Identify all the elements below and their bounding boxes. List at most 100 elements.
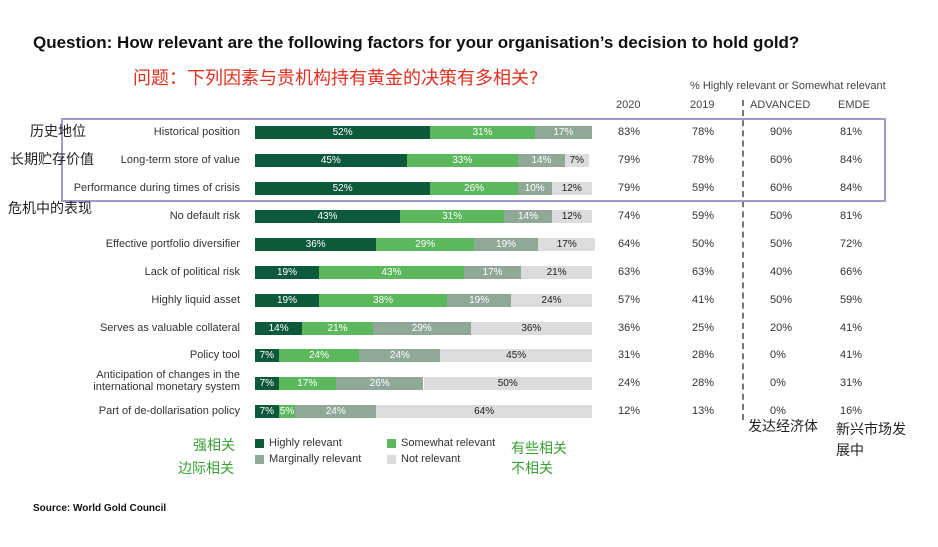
value-advanced: 20% bbox=[770, 322, 793, 334]
value-2020: 83% bbox=[618, 126, 641, 138]
legend-swatch-somewhat bbox=[387, 439, 396, 448]
value-emde: 59% bbox=[840, 294, 863, 306]
column-header-2020: 2020 bbox=[616, 99, 641, 111]
bar-segment: 29% bbox=[372, 322, 471, 335]
chart-title: Question: How relevant are the following… bbox=[33, 33, 800, 52]
stacked-bar: 43% 31% 14% 12% bbox=[255, 210, 592, 223]
bar-segment: 19% bbox=[447, 294, 512, 307]
row-label: Historical position bbox=[153, 126, 240, 138]
row-label: Lack of political risk bbox=[144, 266, 240, 278]
legend-label-highly: Highly relevant bbox=[269, 437, 342, 449]
cn-legend-somewhat: 有些相关 bbox=[511, 441, 567, 457]
legend-label-somewhat: Somewhat relevant bbox=[401, 437, 496, 449]
value-2019: 13% bbox=[692, 405, 715, 417]
stacked-bar: 52% 26% 10% 12% bbox=[255, 182, 592, 195]
cn-note-advanced: 发达经济体 bbox=[748, 419, 818, 435]
value-advanced: 0% bbox=[770, 349, 786, 361]
stacked-bar: 7% 24% 24% 45% bbox=[255, 349, 592, 362]
value-2020: 79% bbox=[618, 182, 641, 194]
bar-segment: 43% bbox=[255, 210, 400, 223]
value-advanced: 60% bbox=[770, 182, 793, 194]
bar-segment: 33% bbox=[406, 154, 518, 167]
bar-segment: 12% bbox=[551, 210, 592, 223]
value-emde: 84% bbox=[840, 154, 863, 166]
value-emde: 72% bbox=[840, 238, 863, 250]
stacked-bar: 7% 17% 26% 50% bbox=[255, 377, 592, 390]
stacked-bar: 45% 33% 14% 7% bbox=[255, 154, 592, 167]
bar-segment: 17% bbox=[538, 238, 596, 251]
value-advanced: 50% bbox=[770, 210, 793, 222]
bar-segment: 36% bbox=[470, 322, 592, 335]
bar-segment: 7% bbox=[255, 405, 279, 418]
row-label: Long-term store of value bbox=[120, 154, 240, 166]
divider-dashed-line bbox=[742, 100, 744, 420]
value-emde: 81% bbox=[840, 210, 863, 222]
cn-label-historical: 历史地位 bbox=[30, 124, 86, 140]
value-2020: 24% bbox=[618, 377, 641, 389]
value-2019: 25% bbox=[692, 322, 715, 334]
bar-segment: 26% bbox=[335, 377, 424, 390]
value-2019: 59% bbox=[692, 182, 715, 194]
bar-segment: 7% bbox=[255, 377, 279, 390]
bar-segment: 45% bbox=[440, 349, 592, 362]
cn-label-crisis: 危机中的表现 bbox=[8, 201, 92, 217]
bar-segment: 31% bbox=[430, 126, 535, 139]
legend-swatch-marginally bbox=[255, 455, 264, 464]
value-2020: 31% bbox=[618, 349, 641, 361]
bar-segment: 7% bbox=[565, 154, 589, 167]
bar-segment: 17% bbox=[463, 266, 522, 279]
value-advanced: 60% bbox=[770, 154, 793, 166]
value-2019: 63% bbox=[692, 266, 715, 278]
highlight-box bbox=[61, 118, 886, 202]
value-2019: 41% bbox=[692, 294, 715, 306]
row-label: Anticipation of changes in the internati… bbox=[93, 369, 240, 393]
cn-legend-marginally: 边际相关 bbox=[178, 461, 234, 477]
value-advanced: 50% bbox=[770, 294, 793, 306]
value-2020: 57% bbox=[618, 294, 641, 306]
value-2020: 64% bbox=[618, 238, 641, 250]
value-emde: 31% bbox=[840, 377, 863, 389]
bar-segment: 19% bbox=[255, 294, 320, 307]
cn-legend-highly: 强相关 bbox=[193, 438, 235, 454]
value-2019: 78% bbox=[692, 154, 715, 166]
value-2020: 74% bbox=[618, 210, 641, 222]
value-2020: 63% bbox=[618, 266, 641, 278]
bar-segment: 45% bbox=[255, 154, 407, 167]
bar-segment: 52% bbox=[255, 126, 431, 139]
row-label: Highly liquid asset bbox=[151, 294, 240, 306]
stacked-bar: 19% 43% 17% 21% bbox=[255, 266, 592, 279]
bar-segment: 21% bbox=[302, 322, 373, 335]
legend-swatch-not bbox=[387, 455, 396, 464]
source-note: Source: World Gold Council bbox=[33, 503, 167, 514]
bar-segment: 7% bbox=[255, 349, 279, 362]
value-emde: 81% bbox=[840, 126, 863, 138]
value-2020: 12% bbox=[618, 405, 641, 417]
cn-note-emde-line1: 新兴市场发 bbox=[836, 422, 906, 438]
bar-segment: 50% bbox=[423, 377, 592, 390]
bar-segment: 43% bbox=[319, 266, 464, 279]
value-advanced: 0% bbox=[770, 405, 786, 417]
value-emde: 41% bbox=[840, 349, 863, 361]
value-emde: 16% bbox=[840, 405, 863, 417]
bar-segment: 14% bbox=[255, 322, 303, 335]
row-label: Performance during times of crisis bbox=[73, 182, 240, 194]
value-emde: 66% bbox=[840, 266, 863, 278]
stacked-bar: 36% 29% 19% 17% bbox=[255, 238, 596, 251]
value-2019: 59% bbox=[692, 210, 715, 222]
value-emde: 84% bbox=[840, 182, 863, 194]
stacked-bar: 7% 5% 24% 64% bbox=[255, 405, 592, 418]
header-note: % Highly relevant or Somewhat relevant bbox=[690, 80, 886, 92]
bar-segment: 64% bbox=[376, 405, 592, 418]
column-header-2019: 2019 bbox=[690, 99, 715, 111]
value-2019: 50% bbox=[692, 238, 715, 250]
cn-legend-not: 不相关 bbox=[511, 461, 553, 477]
bar-segment: 29% bbox=[376, 238, 475, 251]
legend-swatch-highly bbox=[255, 439, 264, 448]
bar-segment: 17% bbox=[278, 377, 336, 390]
bar-segment: 24% bbox=[295, 405, 377, 418]
bar-segment: 17% bbox=[534, 126, 592, 139]
row-label: No default risk bbox=[169, 210, 240, 222]
value-advanced: 50% bbox=[770, 238, 793, 250]
bar-segment: 36% bbox=[255, 238, 377, 251]
row-label: Policy tool bbox=[189, 349, 240, 361]
